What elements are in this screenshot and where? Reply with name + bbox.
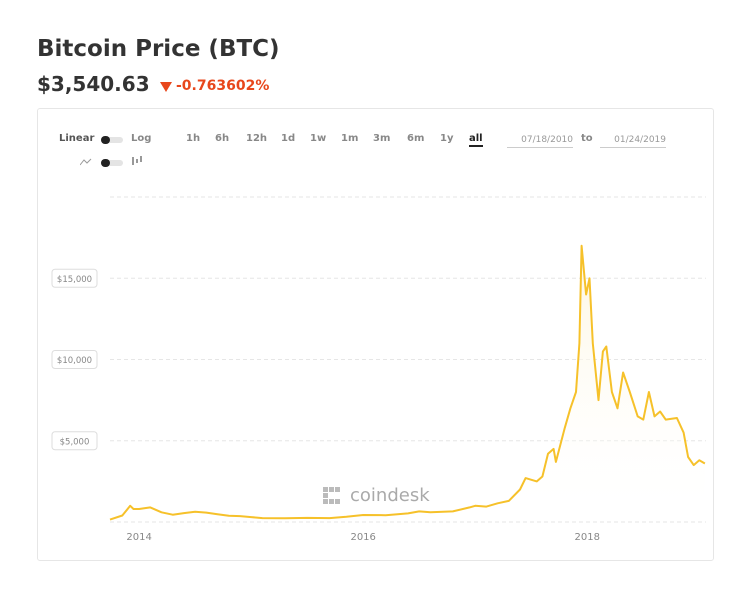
area [110,245,705,523]
logo-dot [329,487,334,492]
range-button[interactable]: 1w [310,133,327,144]
date-from[interactable]: 07/18/2010 [507,135,573,148]
y-tick-label: $10,000 [57,356,92,366]
logo-dot [323,493,328,498]
y-tick-box [51,431,98,451]
x-tick-label: 2016 [350,532,375,543]
x-tick-label: 2018 [575,532,600,543]
chart-card [37,108,714,561]
range-button[interactable]: 1d [281,133,296,144]
range-button[interactable]: 6m [407,133,425,144]
line-icon[interactable] [80,158,92,166]
range-button[interactable]: 1m [341,133,359,144]
logo-dot [335,487,340,492]
watermark-logo [323,487,340,504]
range-button[interactable]: 6h [215,133,230,144]
logo-dot [323,499,328,504]
scale-toggle[interactable] [101,136,123,144]
line [109,244,706,521]
price-change: -0.763602% [176,78,270,94]
y-tick-box [51,268,98,288]
logo-dot [323,487,328,492]
scale-option[interactable]: Log [131,133,152,144]
range-button[interactable]: 3m [373,133,391,144]
range-button[interactable]: all [469,133,483,147]
down-icon [160,82,172,92]
range-button[interactable]: 12h [246,133,268,144]
watermark: coindesk [350,485,430,506]
logo-dot [335,499,340,504]
type-toggle[interactable] [101,159,123,167]
date-separator: to [581,133,593,144]
price: $3,540.63 [37,72,150,96]
title: Bitcoin Price (BTC) [37,36,280,62]
range-button[interactable]: 1h [186,133,201,144]
scale-option[interactable]: Linear [59,133,95,144]
logo-dot [329,499,334,504]
candle-icon[interactable] [131,156,143,166]
y-tick-label: $5,000 [60,437,90,447]
y-tick-label: $15,000 [57,275,92,285]
y-tick-box [51,350,98,369]
x-tick-label: 2014 [126,532,151,543]
date-to[interactable]: 01/24/2019 [600,135,666,148]
range-button[interactable]: 1y [440,133,454,144]
